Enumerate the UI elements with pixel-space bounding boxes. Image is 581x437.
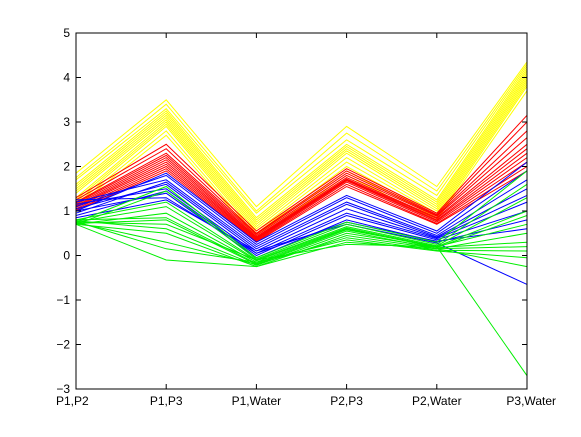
series-line-26 (75, 170, 528, 245)
y-tick-label: 0 (63, 249, 70, 263)
series-line-16 (75, 130, 528, 235)
series-line-24 (75, 170, 528, 243)
y-tick-label: 4 (63, 71, 70, 85)
series-line-14 (75, 114, 528, 232)
series-line-18 (75, 143, 528, 238)
series-line-22 (75, 161, 528, 242)
y-tick-label: 1 (63, 204, 70, 218)
series-line-31 (75, 190, 528, 257)
series-line-25 (75, 161, 528, 243)
series-line-21 (75, 157, 528, 241)
series-line-20 (75, 152, 528, 240)
series-line-38 (75, 206, 528, 262)
series-line-46 (75, 223, 528, 268)
series-line-4 (75, 68, 528, 219)
y-tick-label: 3 (63, 115, 70, 129)
x-tick-label: P1,Water (232, 394, 282, 408)
y-axis: −3 −2 −1 0 1 2 3 4 5 (56, 26, 527, 396)
series-line-27 (75, 179, 528, 248)
series-line-42 (75, 220, 528, 266)
series-line-3 (75, 66, 528, 214)
series-layer (75, 61, 528, 376)
series-line-39 (75, 212, 528, 263)
series-line-47 (75, 221, 528, 376)
x-tick-label: P2,P3 (330, 394, 363, 408)
series-line-8 (75, 77, 528, 228)
x-tick-label: P3,Water (506, 394, 556, 408)
x-tick-label: P1,P3 (150, 394, 183, 408)
x-tick-label: P2,Water (412, 394, 462, 408)
series-line-15 (75, 121, 528, 234)
y-tick-label: −3 (56, 382, 70, 396)
x-tick-label: P1,P2 (56, 394, 89, 408)
series-line-17 (75, 137, 528, 237)
series-line-2 (75, 63, 528, 212)
y-tick-label: 2 (63, 160, 70, 174)
series-line-5 (75, 70, 528, 221)
series-line-6 (75, 72, 528, 223)
y-tick-label: −1 (56, 293, 70, 307)
y-tick-label: −2 (56, 338, 70, 352)
series-line-28 (75, 181, 528, 250)
series-line-40 (75, 217, 528, 265)
series-line-9 (75, 79, 528, 230)
series-line-36 (75, 183, 528, 260)
series-line-10 (75, 81, 528, 232)
series-line-30 (75, 188, 528, 254)
series-line-1 (75, 61, 528, 208)
series-line-7 (75, 75, 528, 225)
series-line-19 (75, 148, 528, 239)
series-line-35 (75, 170, 528, 259)
y-tick-label: 5 (63, 26, 70, 40)
series-line-37 (75, 197, 528, 261)
series-line-23 (75, 166, 528, 242)
x-axis: P1,P2 P1,P3 P1,Water P2,P3 P2,Water P3,Water (56, 33, 556, 408)
series-line-13 (75, 90, 528, 239)
